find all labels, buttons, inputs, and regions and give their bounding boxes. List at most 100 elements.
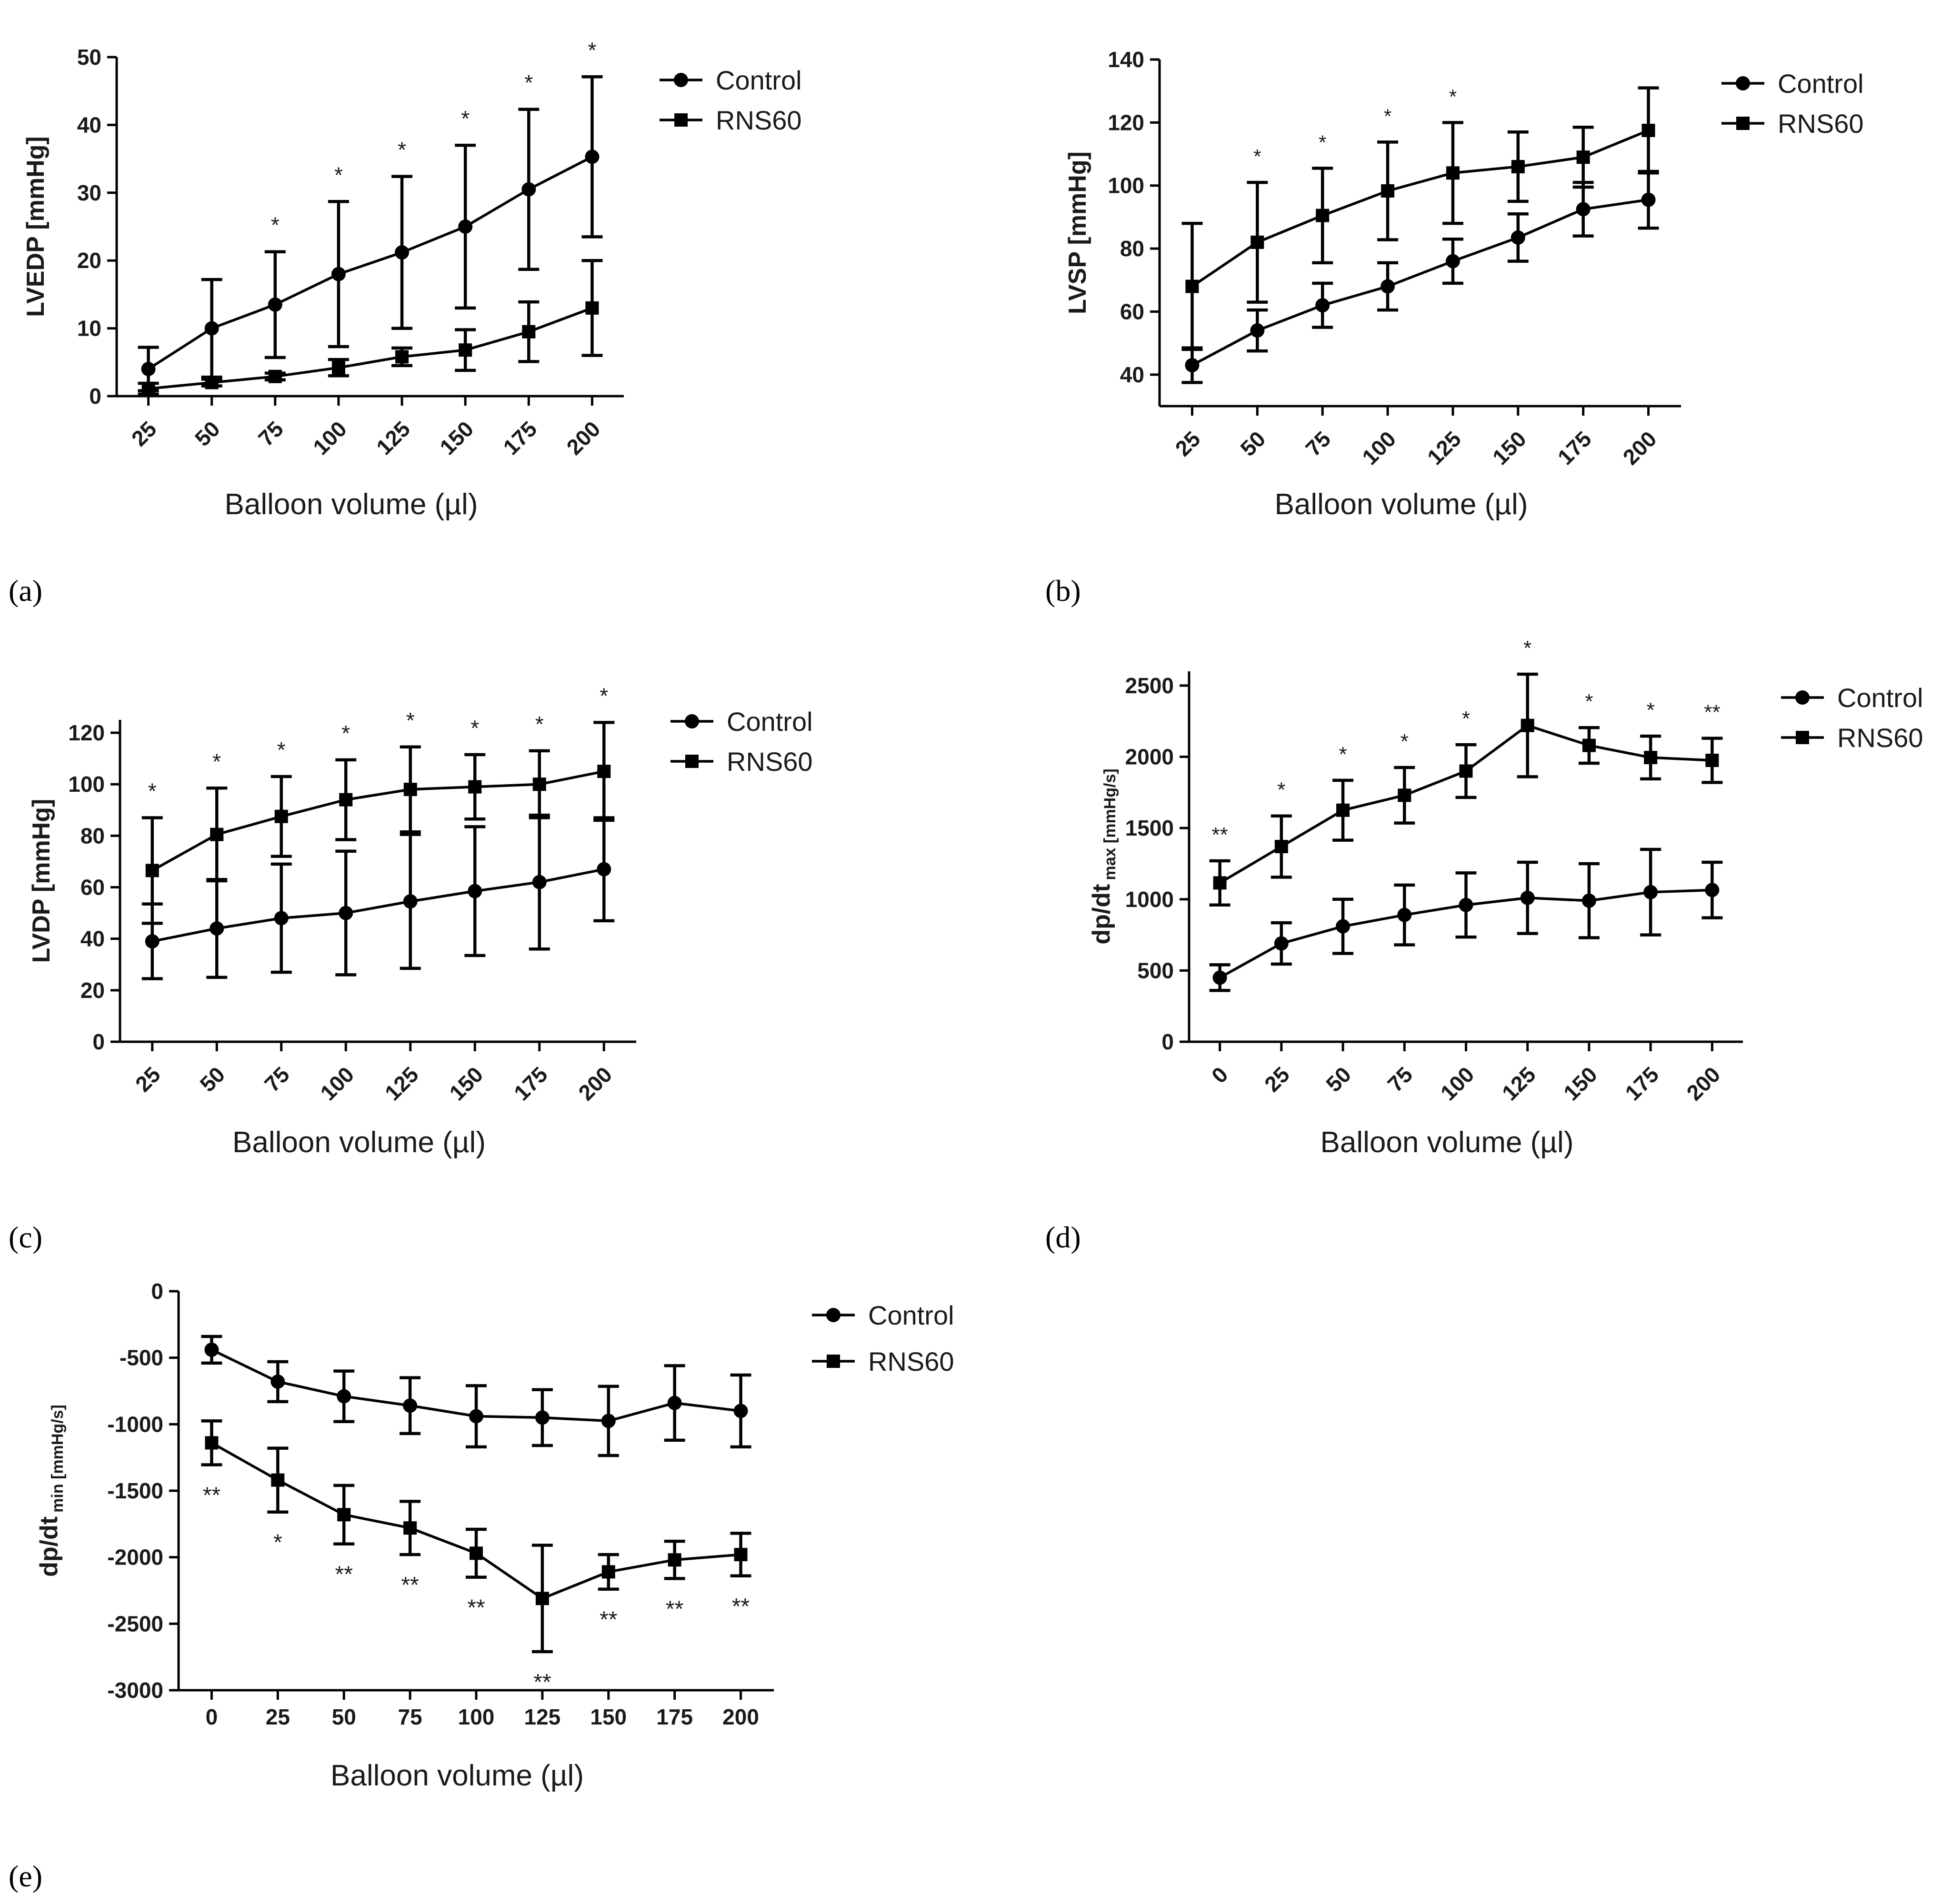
data-point — [1511, 160, 1525, 174]
data-point — [1316, 209, 1330, 222]
data-point — [1336, 803, 1350, 817]
data-point — [585, 301, 599, 315]
x-tick-label: 125 — [524, 1705, 561, 1729]
data-point — [1459, 897, 1473, 912]
data-point — [468, 780, 482, 794]
legend-marker-circle — [1795, 690, 1810, 705]
x-tick-label: 25 — [1171, 426, 1205, 461]
legend-marker-square — [685, 755, 699, 768]
data-point — [1274, 936, 1289, 951]
x-tick-label: 200 — [1681, 1062, 1725, 1105]
x-tick-label: 175 — [1620, 1062, 1663, 1105]
significance-marker: ** — [467, 1595, 485, 1621]
y-tick-label: 1500 — [1125, 816, 1174, 840]
data-point — [1705, 883, 1720, 897]
x-tick-label: 50 — [195, 1062, 230, 1097]
data-point — [1213, 876, 1227, 890]
data-point — [1641, 192, 1656, 207]
data-point — [1582, 738, 1596, 752]
significance-marker: * — [1384, 105, 1391, 127]
legend-marker-square — [1736, 117, 1750, 130]
panel-label: (d) — [1045, 1220, 1081, 1254]
significance-marker: * — [535, 712, 544, 737]
y-tick-label: 1000 — [1125, 887, 1174, 912]
data-point — [458, 219, 473, 234]
data-point — [468, 884, 482, 898]
data-point — [1336, 919, 1351, 934]
y-tick-label: 20 — [80, 978, 105, 1003]
y-tick-label: 100 — [1108, 173, 1144, 198]
data-point — [337, 1389, 351, 1404]
y-tick-label: 2500 — [1125, 673, 1174, 698]
data-point — [141, 362, 156, 377]
series-control — [1181, 169, 1659, 384]
data-point — [337, 1508, 351, 1522]
data-point — [403, 894, 418, 909]
data-point — [1521, 718, 1534, 732]
legend: Control RNS60 — [670, 707, 813, 777]
data-point — [403, 1398, 418, 1413]
y-axis-label: LVEDP [mmHg] — [22, 136, 50, 317]
significance-marker: * — [406, 708, 415, 733]
legend: Control RNS60 — [1721, 69, 1864, 139]
legend-label: Control — [727, 707, 813, 737]
x-axis-label: Balloon volume (µl) — [330, 1759, 584, 1792]
data-point — [395, 245, 410, 260]
significance-marker: * — [1585, 690, 1593, 713]
x-tick-label: 125 — [1497, 1062, 1541, 1105]
y-tick-label: 40 — [1120, 362, 1144, 387]
data-point — [667, 1396, 682, 1410]
x-tick-label: 0 — [206, 1705, 218, 1729]
legend-label: Control — [716, 65, 802, 95]
x-tick-label: 150 — [1488, 426, 1531, 469]
x-tick-label: 75 — [1301, 426, 1335, 461]
data-point — [210, 921, 224, 936]
x-tick-label: 75 — [1382, 1062, 1417, 1097]
data-point — [535, 1410, 550, 1425]
legend-label: RNS60 — [868, 1346, 954, 1376]
data-point — [145, 934, 160, 949]
legend: Control RNS60 — [1781, 683, 1923, 753]
significance-marker: * — [1647, 698, 1655, 722]
panel-label: (e) — [9, 1859, 42, 1893]
y-axis-label: dp/dtmax [mmHg/s] — [1088, 768, 1119, 944]
series-rns60 — [138, 259, 603, 396]
series-line — [148, 155, 593, 370]
series-line — [1191, 129, 1649, 288]
legend-label: Control — [868, 1300, 954, 1330]
x-tick-label: 50 — [332, 1705, 356, 1729]
chart-panel-d: 0 500 1000 1500 2000 2500 0 25 50 75 100 125 150 175 2… — [1045, 637, 1923, 1254]
data-point — [205, 376, 219, 389]
significance-marker: ** — [335, 1562, 353, 1587]
significance-marker: * — [1319, 131, 1326, 153]
data-point — [268, 369, 282, 383]
data-point — [734, 1548, 748, 1562]
data-point — [339, 793, 353, 807]
data-point — [469, 1409, 483, 1424]
significance-marker: * — [1462, 707, 1470, 730]
significance-marker: * — [1401, 730, 1409, 753]
y-tick-label: 80 — [1120, 236, 1144, 261]
x-tick-label: 25 — [1260, 1062, 1294, 1097]
significance-marker: * — [277, 738, 286, 762]
x-tick-label: 175 — [656, 1705, 693, 1729]
data-point — [601, 1565, 615, 1579]
data-point — [532, 875, 547, 889]
legend-label: Control — [1837, 683, 1923, 713]
series-line — [1191, 198, 1649, 367]
x-tick-label: 175 — [1553, 426, 1596, 469]
significance-marker: ** — [1704, 701, 1720, 724]
y-tick-label: 0 — [89, 384, 101, 409]
data-point — [204, 321, 219, 336]
x-tick-label: 0 — [1207, 1062, 1233, 1088]
data-point — [1212, 970, 1227, 985]
x-tick-label: 75 — [398, 1705, 422, 1729]
y-axis-label: LVDP [mmHg] — [28, 799, 55, 963]
x-tick-label: 100 — [315, 1062, 359, 1105]
significance-marker: ** — [203, 1483, 220, 1508]
x-tick-label: 125 — [371, 416, 415, 459]
data-point — [268, 297, 282, 312]
x-tick-label: 25 — [266, 1705, 290, 1729]
data-point — [1445, 254, 1460, 269]
data-point — [1251, 235, 1264, 249]
